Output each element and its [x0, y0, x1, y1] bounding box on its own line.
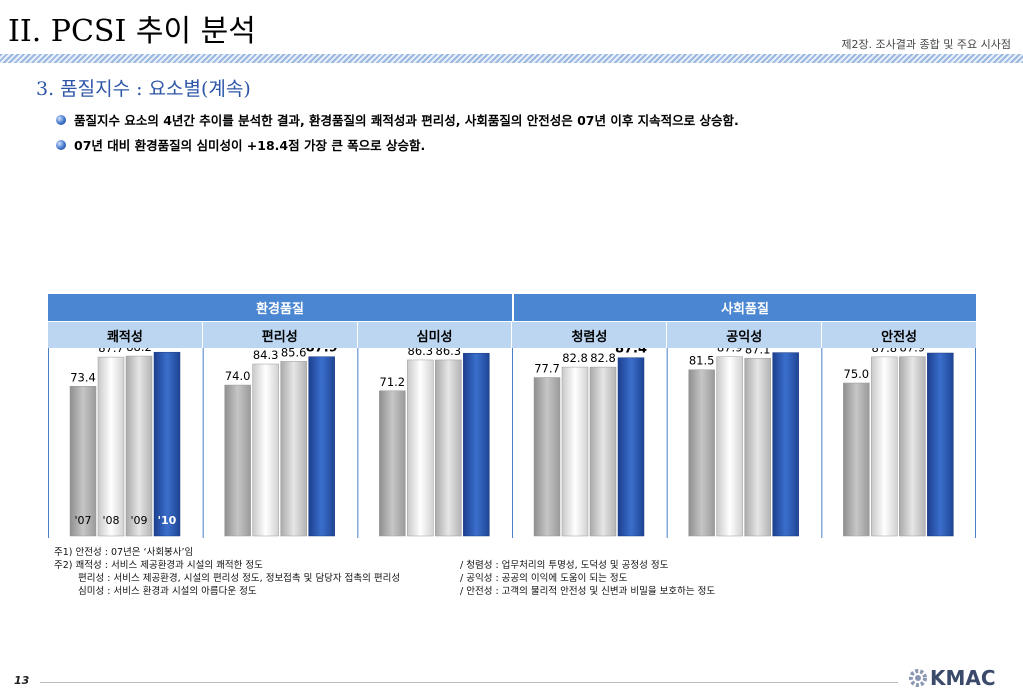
quality-table: 환경품질 사회품질 쾌적성 편리성 심미성 청렴성 공익성 안전성 — [48, 294, 976, 348]
tick-label: '09 — [130, 514, 147, 527]
data-label: 87.1 — [745, 348, 771, 356]
data-label: 77.7 — [534, 361, 560, 375]
bar — [772, 352, 799, 537]
category-header: 공익성 — [666, 322, 821, 348]
data-label: 75.0 — [844, 367, 870, 381]
bar — [589, 366, 617, 537]
bullet-item: 07년 대비 환경품질의 심미성이 +18.4점 가장 큰 폭으로 상승함. — [56, 135, 425, 154]
page-title: II. PCSI 추이 분석 — [8, 14, 256, 49]
data-label: 71.2 — [380, 375, 406, 389]
footnote: 심미성 : 서비스 환경과 시설의 아름다운 정도 — [78, 586, 257, 597]
bullet-icon — [56, 114, 66, 125]
bar — [617, 357, 645, 537]
bar — [435, 359, 462, 537]
footnote: / 청렴성 : 업무처리의 투명성, 도덕성 및 공정성 정도 — [460, 560, 669, 571]
tick-label: '10 — [158, 514, 177, 527]
data-label: 87.9 — [306, 348, 338, 356]
footnote: 편리성 : 서비스 제공환경, 시설의 편리성 정도, 정보접촉 및 담당자 접… — [78, 573, 401, 584]
data-label: 86.3 — [408, 348, 434, 358]
data-label: 82.8 — [590, 351, 616, 365]
chapter-label: 제2장. 조사결과 종합 및 주요 시사점 — [841, 38, 1011, 51]
bar — [843, 382, 870, 537]
category-header: 쾌적성 — [106, 329, 143, 345]
category-header-row: 쾌적성 편리성 심미성 청렴성 공익성 안전성 — [48, 321, 976, 348]
category-header: 청렴성 — [511, 322, 666, 348]
bar — [407, 359, 434, 537]
bar — [899, 356, 926, 537]
bar — [224, 384, 251, 537]
category-header: 심미성 — [356, 322, 512, 348]
bullet-text: 07년 대비 환경품질의 심미성이 +18.4점 가장 큰 폭으로 상승함. — [74, 138, 426, 153]
header-stripe — [0, 54, 1023, 63]
footer-divider — [40, 682, 898, 683]
data-label: 87.4 — [615, 348, 647, 357]
bar — [153, 351, 181, 537]
data-label: 89.7 — [924, 348, 956, 352]
data-label: 81.5 — [689, 354, 715, 368]
bar — [927, 352, 954, 537]
data-label: 82.8 — [562, 351, 588, 365]
data-label: 74.0 — [225, 369, 251, 383]
bar-chart: 73.4 74.0 71.2 77.7 81.5 75.0 87.7 84.3 86.3 82.8… — [48, 348, 976, 538]
data-label: 87.9 — [717, 348, 743, 355]
bar — [463, 352, 490, 537]
bar — [125, 355, 153, 537]
data-label: 85.6 — [281, 348, 307, 359]
bar — [379, 390, 406, 537]
bar — [688, 369, 715, 537]
data-label: 84.3 — [253, 348, 279, 362]
data-label: 87.7 — [98, 348, 124, 355]
bar — [69, 386, 97, 537]
bullet-text: 품질지수 요소의 4년간 추이를 분석한 결과, 환경품질의 쾌적성과 편리성,… — [74, 113, 739, 128]
bar — [280, 361, 307, 537]
data-label: 90.1 — [151, 348, 183, 351]
group-environment: 환경품질 — [48, 294, 512, 321]
data-label: 88.2 — [126, 348, 152, 354]
data-label: 73.4 — [70, 370, 96, 384]
page-number: 13 — [14, 674, 30, 687]
tick-label: '07 — [74, 514, 91, 527]
data-label: 89.6 — [460, 348, 492, 352]
bar — [871, 356, 898, 537]
bar — [252, 363, 279, 537]
tick-label: '08 — [102, 514, 119, 527]
bar — [561, 366, 589, 537]
bar — [716, 356, 743, 537]
category-header: 편리성 — [201, 322, 357, 348]
bar — [97, 356, 125, 537]
bar — [308, 356, 335, 537]
bullet-item: 품질지수 요소의 4년간 추이를 분석한 결과, 환경품질의 쾌적성과 편리성,… — [56, 110, 739, 129]
logo-text: KMAC — [930, 666, 996, 690]
section-title: 3. 품질지수 : 요소별(계속) — [36, 78, 251, 100]
data-label: 87.8 — [872, 348, 898, 355]
data-label: 89.9 — [770, 348, 802, 352]
category-header: 안전성 — [821, 322, 976, 348]
footnote: 주1) 안전성 : 07년은 ‘사회봉사’임 — [54, 547, 194, 558]
group-social: 사회품질 — [514, 294, 976, 321]
gear-icon — [909, 669, 927, 687]
footnote: / 안전성 : 고객의 물리적 안전성 및 신변과 비밀을 보호하는 정도 — [460, 586, 716, 597]
bar — [533, 377, 561, 537]
company-logo: KMAC — [906, 666, 996, 690]
footnote: 주2) 쾌적성 : 서비스 제공환경과 시설의 쾌적한 정도 — [54, 560, 263, 571]
data-label: 86.3 — [436, 348, 462, 358]
footnote: / 공익성 : 공공의 이익에 도움이 되는 정도 — [460, 573, 628, 584]
group-header-row: 환경품질 사회품질 — [48, 294, 976, 321]
bar — [744, 358, 771, 537]
bullet-icon — [56, 139, 66, 150]
data-label: 87.9 — [900, 348, 926, 355]
